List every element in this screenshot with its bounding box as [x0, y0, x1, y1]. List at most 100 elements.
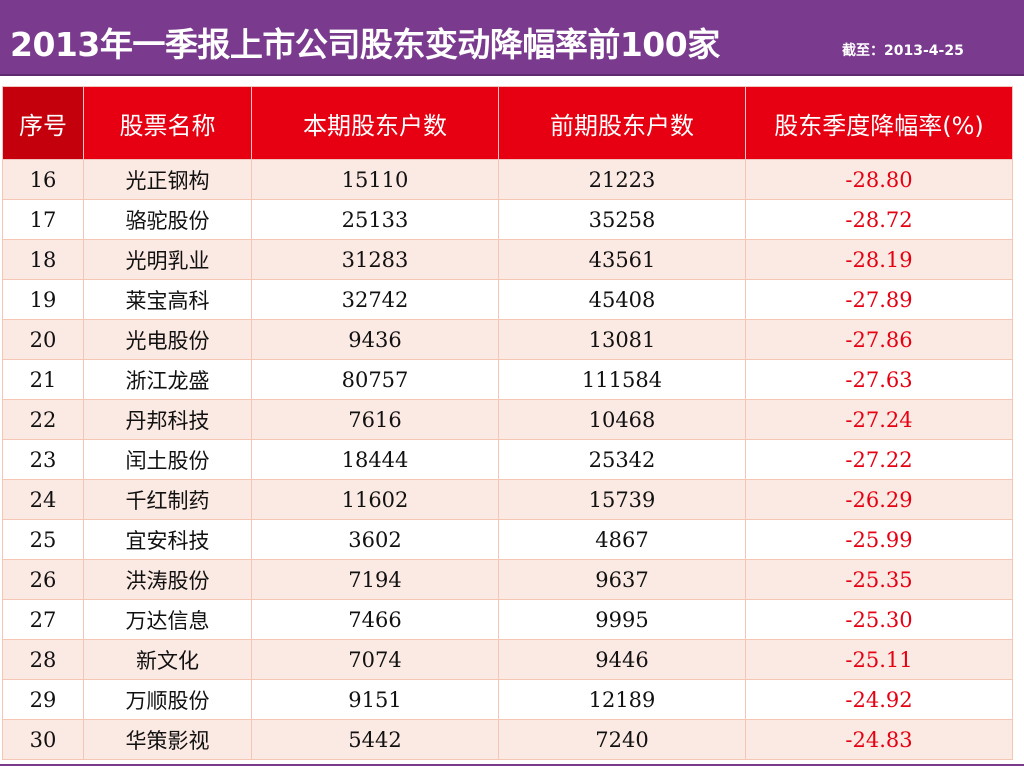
table-row: 29 万顺股份 9151 12189 -24.92: [2, 679, 1013, 720]
cell-seq: 28: [2, 639, 84, 680]
table-row: 20 光电股份 9436 13081 -27.86: [2, 319, 1013, 360]
cell-previous-holders: 9995: [498, 599, 746, 640]
cell-decline-rate: -27.63: [745, 359, 1013, 400]
table-row: 17 骆驼股份 25133 35258 -28.72: [2, 199, 1013, 240]
column-header-decline-rate: 股东季度降幅率(%): [745, 86, 1013, 160]
cell-decline-rate: -25.11: [745, 639, 1013, 680]
cell-stock-name: 闰土股份: [83, 439, 252, 480]
cell-previous-holders: 7240: [498, 719, 746, 760]
table-row: 25 宜安科技 3602 4867 -25.99: [2, 519, 1013, 560]
table-row: 30 华策影视 5442 7240 -24.83: [2, 719, 1013, 760]
cell-current-holders: 7074: [251, 639, 499, 680]
cell-current-holders: 32742: [251, 279, 499, 320]
cell-seq: 29: [2, 679, 84, 720]
cell-seq: 22: [2, 399, 84, 440]
cell-stock-name: 丹邦科技: [83, 399, 252, 440]
table-row: 16 光正钢构 15110 21223 -28.80: [2, 159, 1013, 200]
cell-seq: 16: [2, 159, 84, 200]
cell-previous-holders: 43561: [498, 239, 746, 280]
table-row: 23 闰土股份 18444 25342 -27.22: [2, 439, 1013, 480]
cell-seq: 20: [2, 319, 84, 360]
cell-decline-rate: -24.83: [745, 719, 1013, 760]
cell-decline-rate: -25.99: [745, 519, 1013, 560]
cell-stock-name: 万达信息: [83, 599, 252, 640]
cell-decline-rate: -27.22: [745, 439, 1013, 480]
table-row: 24 千红制药 11602 15739 -26.29: [2, 479, 1013, 520]
cell-current-holders: 9436: [251, 319, 499, 360]
cell-current-holders: 7616: [251, 399, 499, 440]
cell-previous-holders: 10468: [498, 399, 746, 440]
cell-decline-rate: -27.86: [745, 319, 1013, 360]
cell-stock-name: 莱宝高科: [83, 279, 252, 320]
cell-decline-rate: -24.92: [745, 679, 1013, 720]
cell-decline-rate: -27.24: [745, 399, 1013, 440]
as-of-date: 截至：2013-4-25: [842, 43, 964, 59]
cell-previous-holders: 45408: [498, 279, 746, 320]
cell-previous-holders: 111584: [498, 359, 746, 400]
cell-current-holders: 5442: [251, 719, 499, 760]
cell-seq: 26: [2, 559, 84, 600]
cell-decline-rate: -25.30: [745, 599, 1013, 640]
cell-stock-name: 浙江龙盛: [83, 359, 252, 400]
column-header-current-holders: 本期股东户数: [251, 86, 499, 160]
cell-current-holders: 15110: [251, 159, 499, 200]
cell-previous-holders: 21223: [498, 159, 746, 200]
table-row: 27 万达信息 7466 9995 -25.30: [2, 599, 1013, 640]
cell-current-holders: 25133: [251, 199, 499, 240]
cell-seq: 24: [2, 479, 84, 520]
cell-current-holders: 9151: [251, 679, 499, 720]
cell-previous-holders: 13081: [498, 319, 746, 360]
title-bar: 2013年一季报上市公司股东变动降幅率前100家 截至：2013-4-25: [0, 0, 1024, 76]
cell-previous-holders: 15739: [498, 479, 746, 520]
cell-seq: 19: [2, 279, 84, 320]
cell-stock-name: 骆驼股份: [83, 199, 252, 240]
cell-stock-name: 华策影视: [83, 719, 252, 760]
cell-decline-rate: -28.72: [745, 199, 1013, 240]
cell-seq: 30: [2, 719, 84, 760]
cell-current-holders: 3602: [251, 519, 499, 560]
cell-seq: 23: [2, 439, 84, 480]
table-row: 18 光明乳业 31283 43561 -28.19: [2, 239, 1013, 280]
cell-stock-name: 光电股份: [83, 319, 252, 360]
cell-stock-name: 新文化: [83, 639, 252, 680]
cell-decline-rate: -28.80: [745, 159, 1013, 200]
cell-previous-holders: 25342: [498, 439, 746, 480]
cell-previous-holders: 35258: [498, 199, 746, 240]
cell-current-holders: 7194: [251, 559, 499, 600]
cell-stock-name: 万顺股份: [83, 679, 252, 720]
cell-seq: 25: [2, 519, 84, 560]
cell-seq: 21: [2, 359, 84, 400]
column-header-stock-name: 股票名称: [83, 86, 252, 160]
page-title: 2013年一季报上市公司股东变动降幅率前100家: [10, 25, 720, 64]
cell-previous-holders: 4867: [498, 519, 746, 560]
table-header-row: 序号 股票名称 本期股东户数 前期股东户数 股东季度降幅率(%): [2, 86, 1013, 160]
bottom-divider: [0, 764, 1024, 766]
cell-decline-rate: -28.19: [745, 239, 1013, 280]
cell-previous-holders: 9446: [498, 639, 746, 680]
cell-previous-holders: 12189: [498, 679, 746, 720]
cell-decline-rate: -26.29: [745, 479, 1013, 520]
cell-decline-rate: -25.35: [745, 559, 1013, 600]
column-header-seq: 序号: [2, 86, 84, 160]
table-row: 28 新文化 7074 9446 -25.11: [2, 639, 1013, 680]
shareholder-decline-table: 序号 股票名称 本期股东户数 前期股东户数 股东季度降幅率(%) 16 光正钢构 1…: [2, 86, 1013, 760]
cell-seq: 27: [2, 599, 84, 640]
table-body: 16 光正钢构 15110 21223 -28.80 17 骆驼股份 25133 35258 -2…: [2, 159, 1013, 760]
cell-current-holders: 18444: [251, 439, 499, 480]
table-row: 19 莱宝高科 32742 45408 -27.89: [2, 279, 1013, 320]
cell-stock-name: 洪涛股份: [83, 559, 252, 600]
table-row: 26 洪涛股份 7194 9637 -25.35: [2, 559, 1013, 600]
cell-stock-name: 千红制药: [83, 479, 252, 520]
cell-current-holders: 80757: [251, 359, 499, 400]
cell-seq: 17: [2, 199, 84, 240]
cell-stock-name: 光明乳业: [83, 239, 252, 280]
table-row: 22 丹邦科技 7616 10468 -27.24: [2, 399, 1013, 440]
column-header-previous-holders: 前期股东户数: [498, 86, 746, 160]
cell-current-holders: 31283: [251, 239, 499, 280]
cell-previous-holders: 9637: [498, 559, 746, 600]
cell-current-holders: 11602: [251, 479, 499, 520]
table-row: 21 浙江龙盛 80757 111584 -27.63: [2, 359, 1013, 400]
cell-stock-name: 宜安科技: [83, 519, 252, 560]
cell-stock-name: 光正钢构: [83, 159, 252, 200]
cell-seq: 18: [2, 239, 84, 280]
